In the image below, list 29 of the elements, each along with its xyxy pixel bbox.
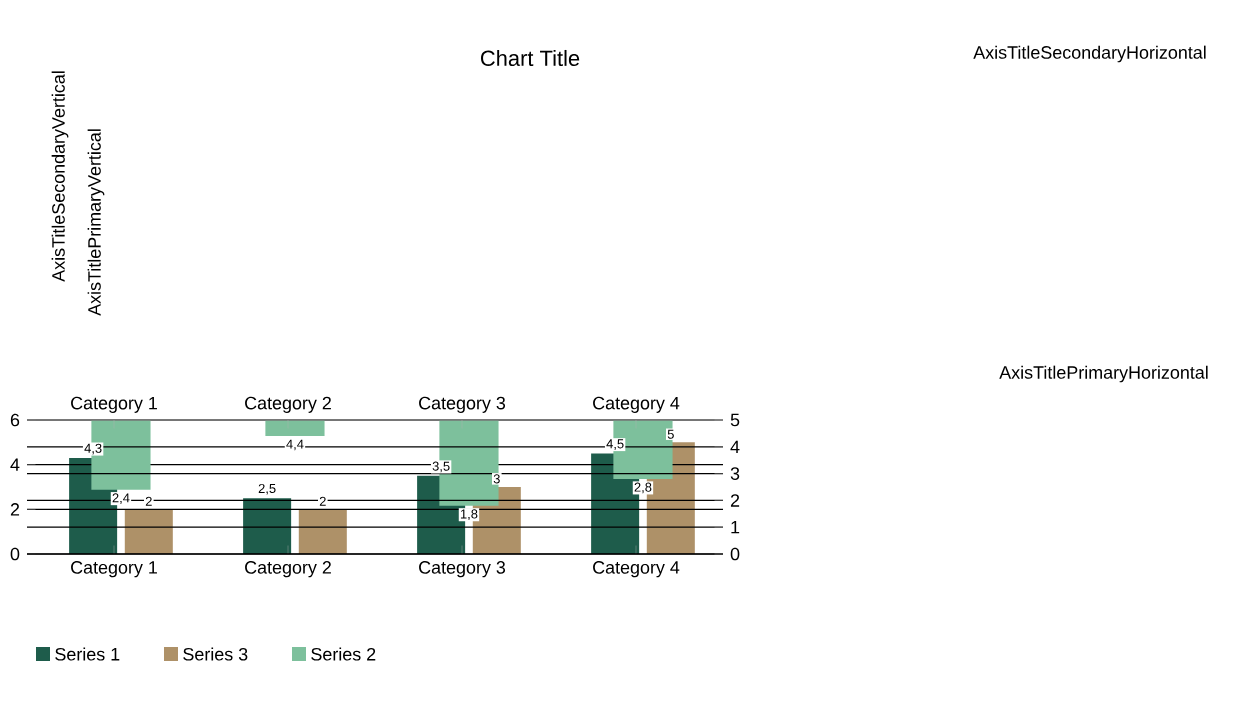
category-label: Category 4 <box>593 396 680 413</box>
legend-label: Series 1 <box>55 647 120 661</box>
category-label: Category 1 <box>71 396 157 413</box>
chart-title: Chart Title <box>480 49 580 67</box>
y2-tick-label: 5 <box>730 413 740 427</box>
category-label: Category 2 <box>245 396 331 413</box>
x-tick-label: Category 2 <box>245 561 331 578</box>
y2-tick-label: 0 <box>730 547 740 561</box>
x-tick-label: Category 3 <box>419 561 506 578</box>
x-tick-label: Category 4 <box>593 561 680 578</box>
y2-tick-label: 3 <box>730 467 740 480</box>
text: AxisTitlePrimaryVertical <box>87 129 105 316</box>
y2-tick-label: 2 <box>730 494 740 507</box>
y-tick-label: 6 <box>10 413 20 427</box>
x2-axis-title: AxisTitleSecondaryHorizontal <box>973 45 1206 63</box>
y-tick-label: 0 <box>10 547 20 561</box>
bar <box>124 509 173 555</box>
y-tick-label: 4 <box>10 458 20 471</box>
legend-label: Series 2 <box>311 647 376 661</box>
legend-label: Series 3 <box>183 647 248 661</box>
text: AxisTitlePrimaryHorizontal <box>999 365 1208 383</box>
bar <box>298 509 347 555</box>
y-tick-label: 2 <box>10 503 20 516</box>
y2-tick-label: 1 <box>731 521 740 534</box>
y2-tick-label: 4 <box>730 440 740 453</box>
x-tick-label: Category 1 <box>71 561 157 578</box>
bar <box>243 498 292 555</box>
text: AxisTitleSecondaryVertical <box>51 71 69 282</box>
category-label: Category 3 <box>419 396 506 413</box>
